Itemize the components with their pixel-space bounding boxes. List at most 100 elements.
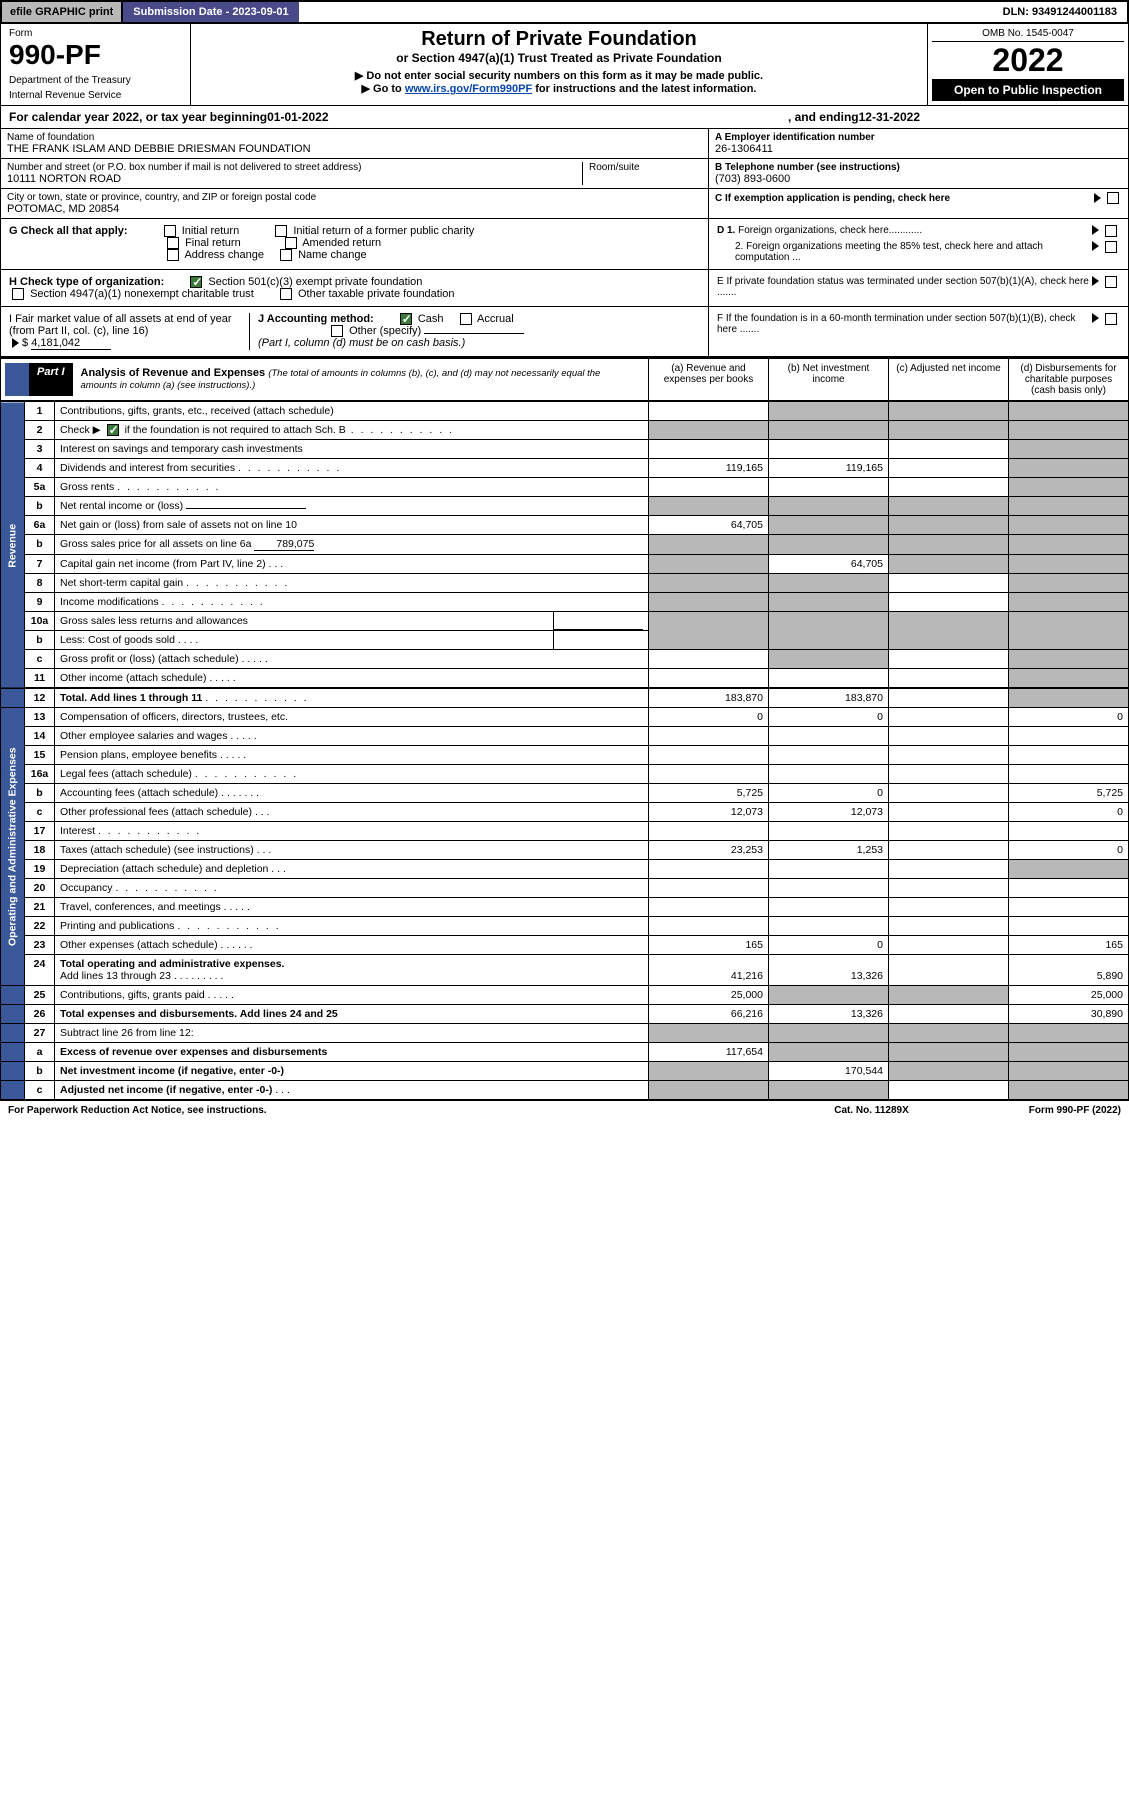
table-row: 22Printing and publications [1, 917, 1129, 936]
checkbox-initial[interactable] [164, 225, 176, 237]
foundation-name: THE FRANK ISLAM AND DEBBIE DRIESMAN FOUN… [7, 143, 702, 155]
d2-label: 2. Foreign organizations meeting the 85%… [717, 241, 1089, 263]
checkbox-amended[interactable] [285, 237, 297, 249]
c-label: C If exemption application is pending, c… [715, 193, 1091, 204]
checkbox-cash[interactable] [400, 313, 412, 325]
j-label: J Accounting method: [258, 313, 374, 325]
checkbox-schb[interactable] [107, 424, 119, 436]
row-num: 13 [25, 708, 55, 727]
instructions-link[interactable]: www.irs.gov/Form990PF [405, 83, 532, 95]
check-section-3: I Fair market value of all assets at end… [0, 307, 1129, 358]
amount: 5,890 [1009, 955, 1129, 986]
row-num: a [25, 1043, 55, 1062]
amount: 13,326 [769, 1005, 889, 1024]
table-row: 21Travel, conferences, and meetings . . … [1, 898, 1129, 917]
table-row: 24Total operating and administrative exp… [1, 955, 1129, 986]
row-num: b [25, 1062, 55, 1081]
title-box: Return of Private Foundation or Section … [191, 24, 928, 105]
amount: 41,216 [649, 955, 769, 986]
checkbox-e[interactable] [1105, 276, 1117, 288]
amount: 66,216 [649, 1005, 769, 1024]
amount: 64,705 [769, 555, 889, 574]
exemption-cell: C If exemption application is pending, c… [709, 189, 1128, 207]
table-row: 2Check ▶ if the foundation is not requir… [1, 421, 1129, 440]
row-num: 22 [25, 917, 55, 936]
row-num: 25 [25, 986, 55, 1005]
row-num: 9 [25, 593, 55, 612]
checkbox-501c3[interactable] [190, 276, 202, 288]
table-row: cGross profit or (loss) (attach schedule… [1, 650, 1129, 669]
analysis-table: Revenue 1Contributions, gifts, grants, e… [0, 401, 1129, 1100]
calyear-pre: For calendar year 2022, or tax year begi… [9, 110, 267, 124]
row-num: c [25, 1081, 55, 1100]
arrow-icon [12, 338, 19, 348]
checkbox-final[interactable] [167, 237, 179, 249]
checkbox-other-taxable[interactable] [280, 288, 292, 300]
name-label: Name of foundation [7, 132, 702, 143]
table-row: bAccounting fees (attach schedule) . . .… [1, 784, 1129, 803]
footer: For Paperwork Reduction Act Notice, see … [0, 1100, 1129, 1120]
submission-date: Submission Date - 2023-09-01 [123, 2, 298, 22]
row-label: Occupancy [55, 879, 649, 898]
checkbox-accrual[interactable] [460, 313, 472, 325]
revenue-sidelabel: Revenue [1, 402, 25, 689]
row-label: Dividends and interest from securities [55, 459, 649, 478]
table-row: bNet investment income (if negative, ent… [1, 1062, 1129, 1081]
row-label: Less: Cost of goods sold . . . . [55, 631, 649, 650]
amount: 0 [769, 708, 889, 727]
table-row: 10aGross sales less returns and allowanc… [1, 612, 1129, 631]
row-num: 6a [25, 516, 55, 535]
ein-label: A Employer identification number [715, 132, 1122, 143]
h-label: H Check type of organization: [9, 276, 164, 288]
row-label: Gross sales price for all assets on line… [55, 535, 649, 555]
row-num: c [25, 803, 55, 822]
amount: 25,000 [1009, 986, 1129, 1005]
table-row: 4Dividends and interest from securities … [1, 459, 1129, 478]
checkbox-d1[interactable] [1105, 225, 1117, 237]
row-num: 24 [25, 955, 55, 986]
row-label: Taxes (attach schedule) (see instruction… [55, 841, 649, 860]
checkbox-other-acct[interactable] [331, 325, 343, 337]
row-num: b [25, 497, 55, 516]
efile-button[interactable]: efile GRAPHIC print [2, 2, 123, 22]
row-label: Depreciation (attach schedule) and deple… [55, 860, 649, 879]
amount: 0 [769, 784, 889, 803]
phone-label: B Telephone number (see instructions) [715, 162, 1122, 173]
ein: 26-1306411 [715, 143, 1122, 155]
form-number: 990-PF [9, 39, 182, 71]
checkbox-addr-change[interactable] [167, 249, 179, 261]
table-row: Revenue 1Contributions, gifts, grants, e… [1, 402, 1129, 421]
amount: 119,165 [649, 459, 769, 478]
row-num: 1 [25, 402, 55, 421]
checkbox-d2[interactable] [1105, 241, 1117, 253]
year-box: OMB No. 1545-0047 2022 Open to Public In… [928, 24, 1128, 105]
row-num: c [25, 650, 55, 669]
checkbox-c[interactable] [1107, 192, 1119, 204]
row-num: 21 [25, 898, 55, 917]
h1-label: Section 501(c)(3) exempt private foundat… [208, 276, 422, 288]
table-row: 18Taxes (attach schedule) (see instructi… [1, 841, 1129, 860]
row-label: Gross rents [55, 478, 649, 497]
row-label: Subtract line 26 from line 12: [55, 1024, 649, 1043]
note2-pre: ▶ Go to [362, 83, 405, 95]
top-bar: efile GRAPHIC print Submission Date - 20… [0, 0, 1129, 24]
table-row: 12Total. Add lines 1 through 11 183,8701… [1, 688, 1129, 708]
form-ref: Form 990-PF (2022) [1029, 1105, 1121, 1116]
open-public: Open to Public Inspection [932, 79, 1124, 101]
amount: 165 [1009, 936, 1129, 955]
table-row: 26Total expenses and disbursements. Add … [1, 1005, 1129, 1024]
checkbox-f[interactable] [1105, 313, 1117, 325]
row-label: Total expenses and disbursements. Add li… [55, 1005, 649, 1024]
checkbox-initial-public[interactable] [275, 225, 287, 237]
checkbox-4947[interactable] [12, 288, 24, 300]
row-label: Compensation of officers, directors, tru… [55, 708, 649, 727]
amount: 165 [649, 936, 769, 955]
amount: 1,253 [769, 841, 889, 860]
checkbox-name-change[interactable] [280, 249, 292, 261]
room-label: Room/suite [589, 162, 702, 173]
foundation-info: Name of foundation THE FRANK ISLAM AND D… [0, 129, 1129, 219]
row-label: Other employee salaries and wages . . . … [55, 727, 649, 746]
address: 10111 NORTON ROAD [7, 173, 582, 185]
calendar-year-row: For calendar year 2022, or tax year begi… [0, 106, 1129, 129]
row-num: 19 [25, 860, 55, 879]
